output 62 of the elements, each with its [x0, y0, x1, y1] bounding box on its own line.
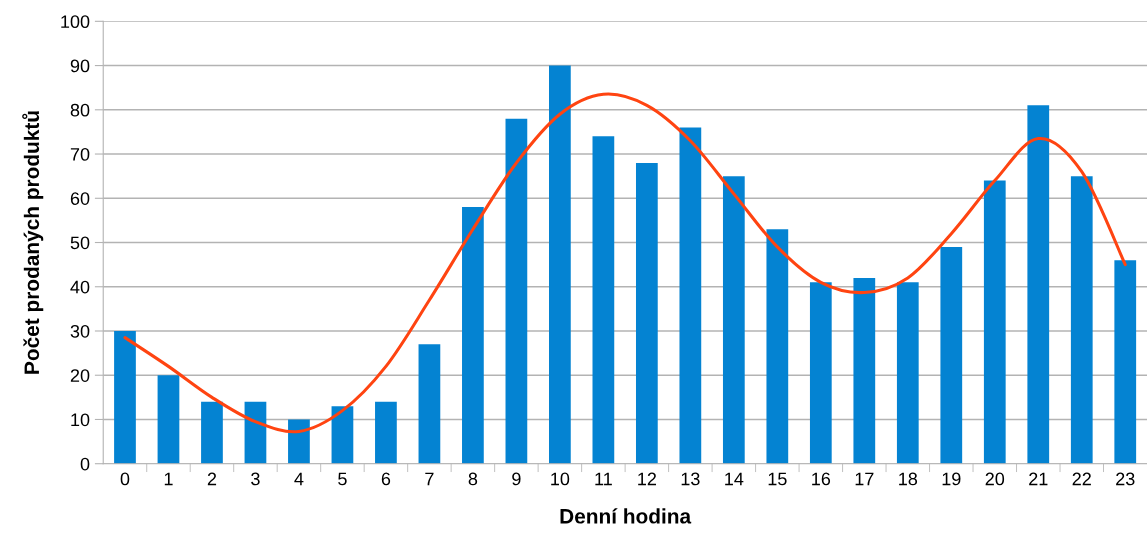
x-tick-label: 3: [251, 472, 260, 486]
x-tick-label: 17: [855, 472, 874, 486]
bar: [635, 162, 658, 464]
y-axis-title: Počet prodaných produktů: [22, 111, 44, 374]
bar: [679, 127, 702, 464]
y-tick-label: 50: [70, 236, 90, 250]
bar: [505, 118, 528, 464]
y-tick-label: 40: [70, 280, 90, 294]
x-tick-label: 16: [812, 472, 831, 486]
bar: [940, 246, 963, 464]
y-tick-label: 0: [80, 457, 90, 471]
bar: [1027, 105, 1050, 464]
bar: [244, 401, 267, 464]
bar: [766, 229, 789, 464]
bar: [896, 282, 919, 464]
y-tick-label: 10: [71, 413, 90, 427]
bar: [331, 406, 354, 464]
bar: [114, 330, 136, 464]
x-tick-label: 15: [768, 472, 787, 486]
bar: [1114, 260, 1137, 464]
bar: [1070, 176, 1093, 464]
x-tick-label: 20: [985, 472, 1005, 486]
x-tick-label: 22: [1072, 472, 1091, 486]
x-tick-label: 1: [164, 472, 173, 486]
bar: [983, 180, 1006, 464]
x-tick-label: 6: [381, 472, 391, 486]
x-tick-label: 7: [425, 472, 434, 486]
bar: [288, 419, 310, 464]
bar: [462, 207, 484, 464]
x-tick-label: 21: [1029, 472, 1048, 486]
y-tick-label: 60: [70, 192, 90, 205]
x-tick-label: 19: [942, 472, 961, 486]
x-tick-label: 11: [595, 472, 612, 486]
y-tick-label: 90: [70, 59, 90, 73]
line-series: [123, 92, 1127, 434]
y-tick-label: 30: [70, 324, 90, 338]
bar: [809, 282, 832, 464]
bar: [592, 136, 615, 464]
x-tick-label: 12: [638, 472, 656, 486]
bar: [418, 344, 441, 464]
x-tick-label: 14: [725, 472, 744, 486]
x-tick-label: 4: [294, 472, 304, 486]
y-tick-label: 100: [61, 15, 90, 29]
bar: [201, 401, 223, 464]
bar: [722, 176, 745, 464]
bar: [853, 277, 876, 464]
x-tick-label: 18: [899, 472, 918, 486]
y-tick-label: 20: [70, 369, 90, 382]
x-tick-label: 23: [1116, 472, 1135, 486]
x-tick-label: 5: [338, 472, 347, 486]
bar: [157, 375, 180, 464]
x-tick-label: 13: [681, 472, 700, 486]
x-tick-label: 8: [468, 472, 478, 486]
x-tick-label: 2: [207, 472, 217, 486]
bar: [549, 65, 571, 464]
x-tick-label: 9: [512, 472, 521, 486]
y-tick-label: 80: [70, 103, 90, 117]
y-tick-label: 70: [70, 147, 90, 161]
x-tick-label: 0: [120, 472, 130, 486]
x-axis-title: Denní hodina: [560, 508, 692, 524]
bar: [375, 401, 397, 464]
x-tick-label: 10: [551, 472, 570, 486]
